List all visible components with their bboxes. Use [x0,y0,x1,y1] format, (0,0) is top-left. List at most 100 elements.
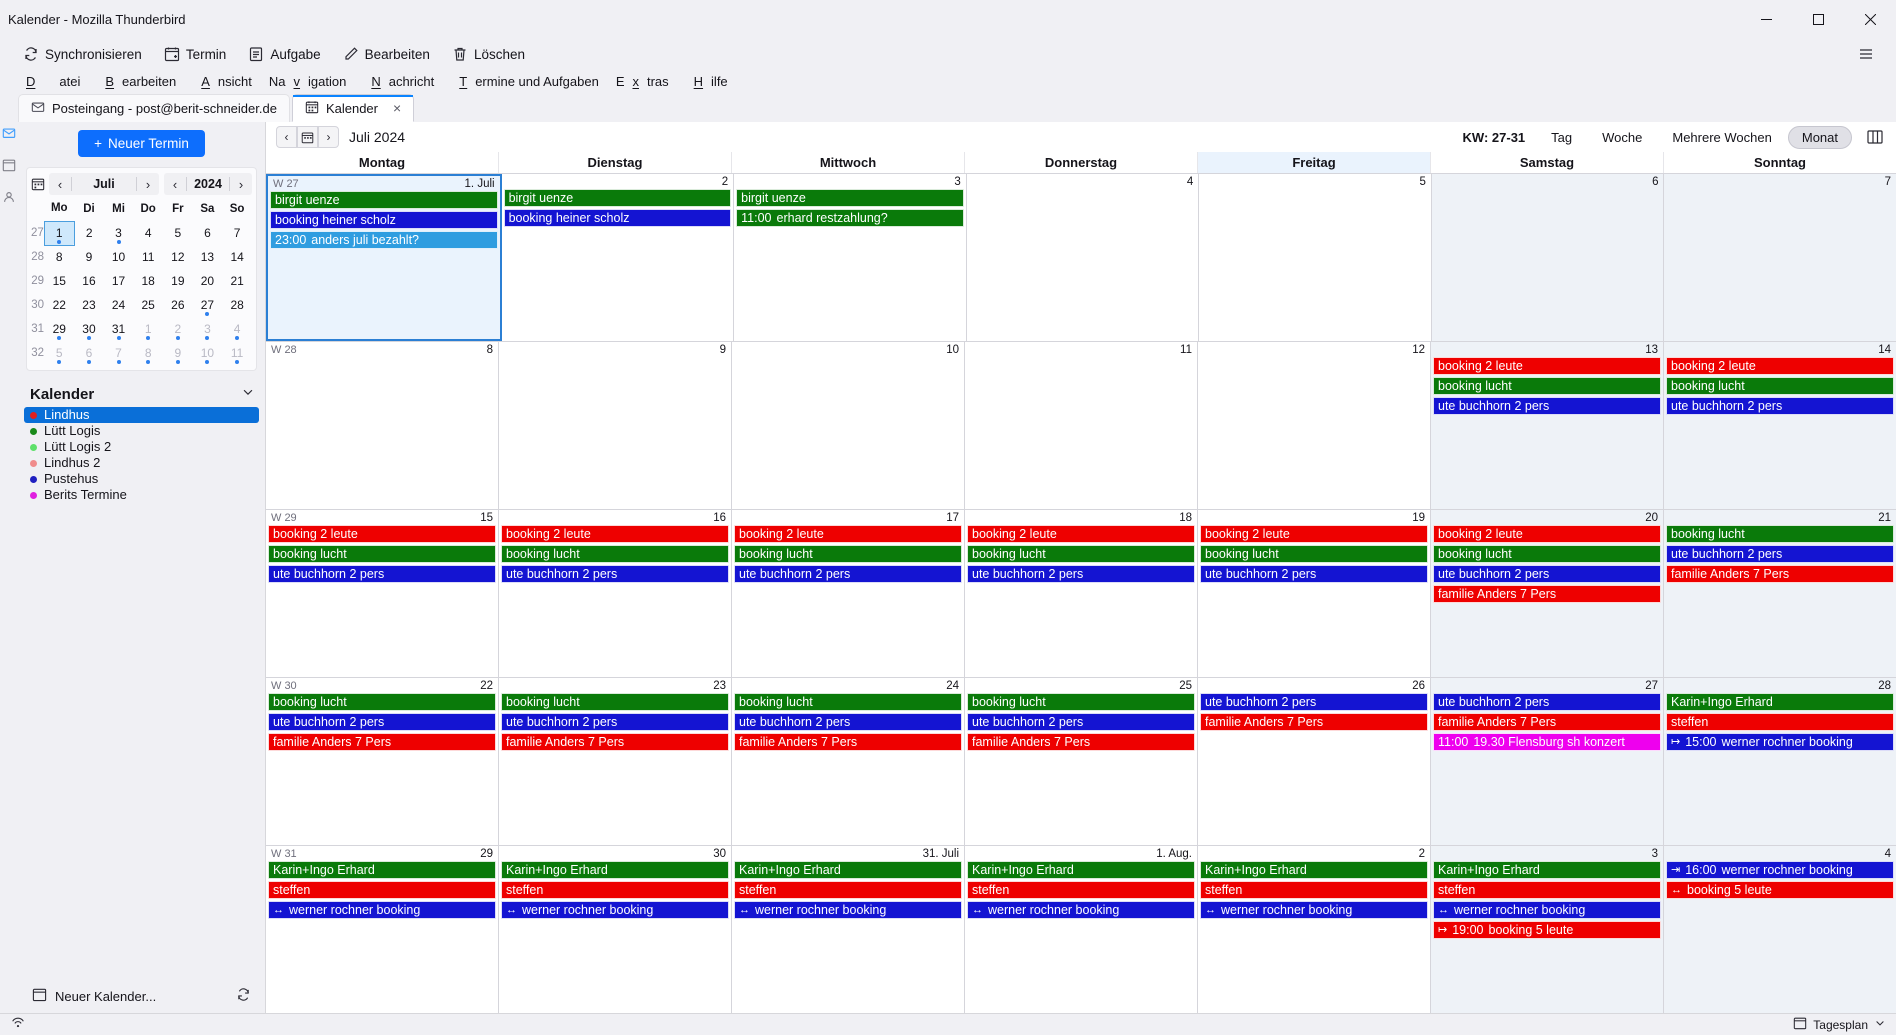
mini-day-cell[interactable]: 23 [74,293,104,317]
calendar-event[interactable]: birgit uenze [503,189,732,207]
calendar-event[interactable]: 23:00 anders juli bezahlt? [270,231,498,249]
mini-day-cell[interactable]: 1 [43,220,75,246]
day-cell[interactable]: W 31 29 Karin+Ingo Erhard steffen ↔ werner ro… [266,846,499,1013]
calendar-event[interactable]: booking lucht [734,693,962,711]
calendar-event[interactable]: familie Anders 7 Pers [268,733,496,751]
calendar-event[interactable]: familie Anders 7 Pers [501,733,729,751]
calendar-event[interactable]: ↔ werner rochner booking [1433,901,1661,919]
mini-next-month-button[interactable]: › [145,176,151,192]
day-cell[interactable]: 2 Karin+Ingo Erhard steffen ↔ werner rochner… [1198,846,1431,1013]
new-appointment-button[interactable]: + Neuer Termin [78,130,205,157]
calendar-list-item-pustehus[interactable]: Pustehus [24,471,259,487]
calendar-event[interactable]: Karin+Ingo Erhard [967,861,1195,879]
calendar-event[interactable]: ute buchhorn 2 pers [967,565,1195,583]
calendar-event[interactable]: ↦ 15:00 werner rochner booking [1666,733,1894,751]
mini-day-cell[interactable]: 2 [74,221,104,245]
status-right-group[interactable]: Tagesplan [1793,1016,1886,1033]
calendar-event[interactable]: birgit uenze [736,189,964,207]
calendar-event[interactable]: ↔ werner rochner booking [501,901,729,919]
calendar-event[interactable]: ute buchhorn 2 pers [1666,545,1894,563]
mini-day-cell[interactable]: 1 [133,317,163,341]
calendar-event[interactable]: ute buchhorn 2 pers [1200,693,1428,711]
view-button-tag[interactable]: Tag [1551,129,1573,145]
calendar-list-item-l-tt-logis[interactable]: Lütt Logis [24,423,259,439]
day-cell[interactable]: 23 booking lucht ute buchhorn 2 pers famili… [499,678,732,845]
mini-day-cell[interactable]: 6 [193,221,223,245]
day-cell[interactable]: 13 booking 2 leute booking lucht ute buchho… [1431,342,1664,509]
app-menu-button[interactable] [1850,42,1882,66]
mini-day-cell[interactable]: 8 [44,245,74,269]
calendar-event[interactable]: ⇥ 16:00 werner rochner booking [1666,861,1894,879]
day-cell[interactable]: 14 booking 2 leute booking lucht ute buchho… [1664,342,1896,509]
layout-icon[interactable] [1866,128,1884,146]
day-cell[interactable]: W 30 22 booking lucht ute buchhorn 2 pers fa… [266,678,499,845]
calendar-event[interactable]: Karin+Ingo Erhard [501,861,729,879]
calendar-event[interactable]: ute buchhorn 2 pers [268,713,496,731]
mini-day-cell[interactable]: 30 [74,317,104,341]
day-cell[interactable]: 10 [732,342,965,509]
calendar-event[interactable]: familie Anders 7 Pers [967,733,1195,751]
mini-day-cell[interactable]: 7 [222,221,252,245]
day-cell[interactable]: 26 ute buchhorn 2 pers familie Anders 7 Pe… [1198,678,1431,845]
calendar-event[interactable]: booking 2 leute [734,525,962,543]
calendar-event[interactable]: steffen [967,881,1195,899]
sidebar-sync-icon[interactable] [236,987,251,1005]
calendar-event[interactable]: steffen [1666,713,1894,731]
mini-day-cell[interactable]: 28 [222,293,252,317]
mini-week-number[interactable]: 27 [31,227,44,239]
mini-day-cell[interactable]: 5 [44,341,74,365]
calendar-list-header[interactable]: Kalender [18,371,265,407]
previous-period-button[interactable]: ‹ [276,126,297,148]
day-cell[interactable]: 18 booking 2 leute booking lucht ute buchho… [965,510,1198,677]
mini-day-cell[interactable]: 29 [44,317,74,341]
calendar-event[interactable]: ute buchhorn 2 pers [967,713,1195,731]
calendar-event[interactable]: booking lucht [1666,377,1894,395]
mini-week-number[interactable]: 28 [31,251,45,263]
calendar-event[interactable]: booking lucht [967,545,1195,563]
mini-day-cell[interactable]: 5 [163,221,193,245]
day-cell[interactable]: 9 [499,342,732,509]
calendar-event[interactable]: steffen [268,881,496,899]
calendar-event[interactable]: booking lucht [501,693,729,711]
day-header-sonntag[interactable]: Sonntag [1664,152,1896,173]
mini-day-cell[interactable]: 4 [222,317,252,341]
today-icon[interactable] [297,126,318,148]
day-header-montag[interactable]: Montag [266,152,499,173]
mini-day-cell[interactable]: 11 [133,245,163,269]
day-cell[interactable]: 2 birgit uenze booking heiner scholz [501,174,735,341]
calendar-event[interactable]: booking lucht [1666,525,1894,543]
day-header-mittwoch[interactable]: Mittwoch [732,152,965,173]
mini-day-cell[interactable]: 9 [163,341,193,365]
calendar-event[interactable]: Karin+Ingo Erhard [734,861,962,879]
calendar-event[interactable]: ute buchhorn 2 pers [1433,565,1661,583]
calendar-event[interactable]: booking lucht [734,545,962,563]
mini-prev-month-button[interactable]: ‹ [57,176,63,192]
day-cell[interactable]: 30 Karin+Ingo Erhard steffen ↔ werner rochne… [499,846,732,1013]
day-cell[interactable]: 16 booking 2 leute booking lucht ute buchho… [499,510,732,677]
mini-day-cell[interactable]: 3 [104,221,134,245]
task-button[interactable]: Aufgabe [239,43,329,65]
calendar-picker-icon[interactable] [31,173,45,195]
chevron-down-icon[interactable] [241,385,255,403]
mini-day-cell[interactable]: 27 [193,293,223,317]
calendar-event[interactable]: familie Anders 7 Pers [1666,565,1894,583]
calendar-event[interactable]: Karin+Ingo Erhard [1200,861,1428,879]
calendar-event[interactable]: Karin+Ingo Erhard [1666,693,1894,711]
calendar-event[interactable]: booking 2 leute [1433,525,1661,543]
calendar-event[interactable]: ↔ werner rochner booking [1200,901,1428,919]
menu-navigation[interactable]: Na v igation [268,73,347,89]
calendar-event[interactable]: booking 2 leute [1433,357,1661,375]
calendar-event[interactable]: ↔ werner rochner booking [268,901,496,919]
day-header-donnerstag[interactable]: Donnerstag [965,152,1198,173]
calendar-list-item-lindhus-2[interactable]: Lindhus 2 [24,455,259,471]
day-cell[interactable]: 31. Juli Karin+Ingo Erhard steffen ↔ werner … [732,846,965,1013]
mini-day-cell[interactable]: 2 [163,317,193,341]
day-cell[interactable]: 1. Aug. Karin+Ingo Erhard steffen ↔ werner r… [965,846,1198,1013]
day-cell[interactable]: 21 booking lucht ute buchhorn 2 pers famili… [1664,510,1896,677]
day-header-samstag[interactable]: Samstag [1431,152,1664,173]
calendar-event[interactable]: booking 2 leute [1200,525,1428,543]
appointment-button[interactable]: Termin [155,43,236,65]
mini-day-cell[interactable]: 12 [163,245,193,269]
